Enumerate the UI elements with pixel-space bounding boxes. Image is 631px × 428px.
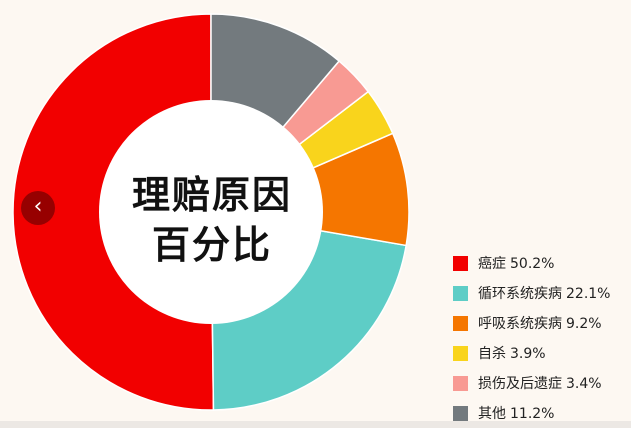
chart-title: 理赔原因 百分比 bbox=[112, 170, 312, 270]
legend-item-circulatory: 循环系统疾病 22.1% bbox=[453, 278, 610, 308]
legend-label: 呼吸系统疾病 bbox=[478, 316, 562, 332]
legend-label: 自杀 bbox=[478, 346, 506, 362]
chart-title-line-2: 百分比 bbox=[151, 223, 272, 267]
footer-bar bbox=[0, 421, 631, 428]
donut-hole bbox=[99, 100, 323, 324]
legend-swatch bbox=[453, 405, 468, 421]
legend-value: 11.2% bbox=[510, 406, 555, 422]
legend-swatch bbox=[453, 255, 468, 271]
legend-value: 50.2% bbox=[510, 256, 555, 272]
legend-label: 循环系统疾病 bbox=[478, 286, 562, 302]
legend-swatch bbox=[453, 345, 468, 361]
legend-value: 9.2% bbox=[566, 316, 602, 332]
legend-label: 损伤及后遗症 bbox=[478, 376, 562, 392]
legend-item-suicide: 自杀 3.9% bbox=[453, 338, 610, 368]
legend-swatch bbox=[453, 285, 468, 301]
legend-item-respiratory: 呼吸系统疾病 9.2% bbox=[453, 308, 610, 338]
legend-label: 癌症 bbox=[478, 256, 506, 272]
chart-legend: 癌症 50.2% 循环系统疾病 22.1% 呼吸系统疾病 9.2% 自杀 3.9% 损伤… bbox=[453, 248, 610, 428]
legend-swatch bbox=[453, 315, 468, 331]
legend-swatch bbox=[453, 375, 468, 391]
legend-value: 3.9% bbox=[510, 346, 546, 362]
legend-item-other: 其他 11.2% bbox=[453, 398, 610, 428]
legend-label: 其他 bbox=[478, 406, 506, 422]
legend-item-injury: 损伤及后遗症 3.4% bbox=[453, 368, 610, 398]
previous-button[interactable]: ‹ bbox=[21, 191, 55, 225]
legend-value: 3.4% bbox=[566, 376, 602, 392]
chart-title-line-1: 理赔原因 bbox=[131, 173, 292, 217]
legend-item-cancer: 癌症 50.2% bbox=[453, 248, 610, 278]
chevron-left-icon: ‹ bbox=[33, 194, 43, 219]
legend-value: 22.1% bbox=[566, 286, 611, 302]
